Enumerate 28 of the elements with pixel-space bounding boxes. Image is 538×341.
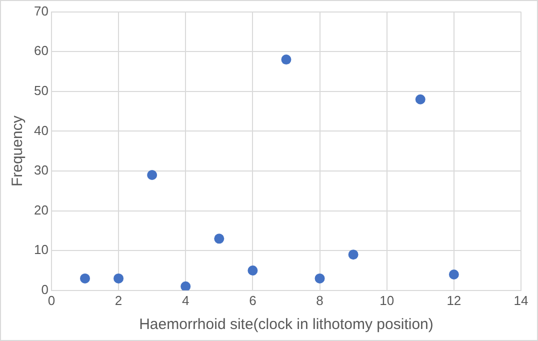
x-tick-label: 8 xyxy=(316,292,324,308)
y-tick-label: 40 xyxy=(34,122,48,138)
point xyxy=(147,170,158,180)
point xyxy=(281,54,292,65)
point xyxy=(80,273,90,284)
x-tick-label: 6 xyxy=(249,292,256,308)
x-tick-label: 12 xyxy=(446,292,462,308)
x-tick-label: 10 xyxy=(380,292,394,308)
point xyxy=(314,273,325,284)
x-tick-label: 4 xyxy=(182,292,190,308)
point xyxy=(114,273,124,284)
y-tick-label: 60 xyxy=(34,43,48,58)
point xyxy=(348,250,358,260)
x-tick-label: 14 xyxy=(514,292,528,308)
point xyxy=(448,269,459,280)
point xyxy=(180,281,191,290)
y-tick-label: 0 xyxy=(41,282,48,297)
x-axis-title: Haemorrhoid site(clock in lithotomy position) xyxy=(139,316,434,334)
point xyxy=(415,94,426,104)
x-tick-label: 2 xyxy=(114,292,122,308)
y-tick-label: 70 xyxy=(34,3,48,18)
y-axis-title: Frequency xyxy=(9,115,26,187)
point xyxy=(214,234,224,244)
y-tick-label: 20 xyxy=(34,202,48,218)
y-tick-label: 50 xyxy=(34,82,48,98)
point xyxy=(248,266,258,276)
y-tick-label: 30 xyxy=(34,162,48,178)
y-tick-label: 10 xyxy=(34,242,48,258)
